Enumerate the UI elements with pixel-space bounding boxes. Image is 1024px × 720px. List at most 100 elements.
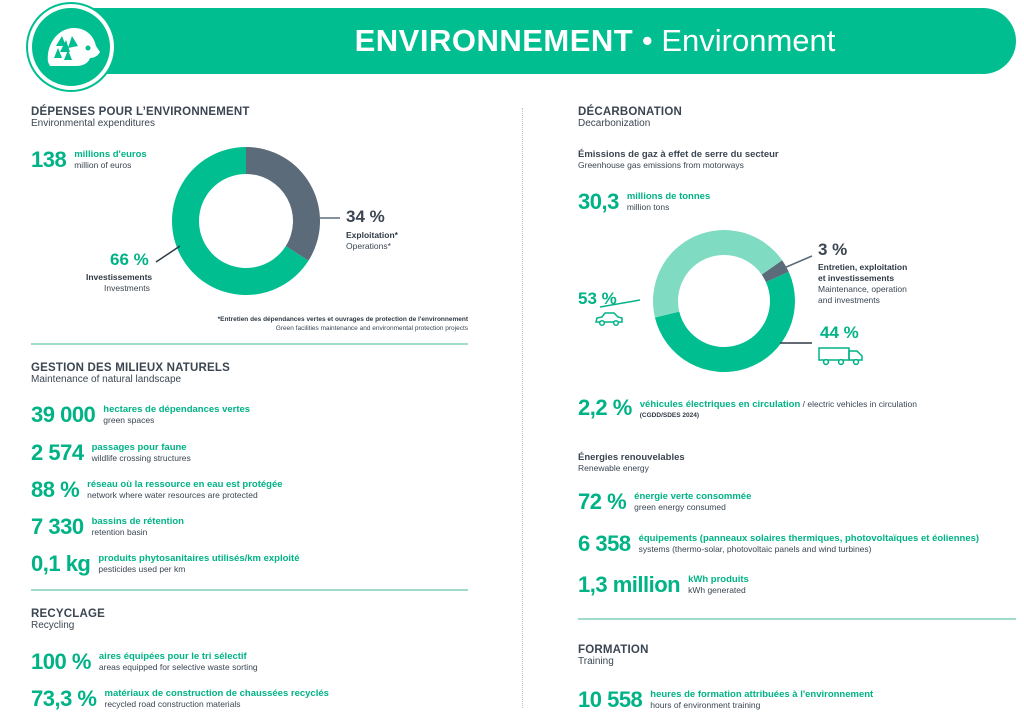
renew-fr: équipements (panneaux solaires thermique… [638,533,980,544]
recycling-subtitle: Recycling [31,620,75,631]
ev-stat: 2,2 % véhicules électriques en circulati… [578,396,917,421]
ghg-value: 30,3 [578,189,619,214]
natural-title: GESTION DES MILIEUX NATURELS [31,362,230,374]
recycling-en: areas equipped for selective waste sorti… [98,662,258,672]
ops-label-fr: Exploitation* [346,230,398,240]
natural-subtitle: Maintenance of natural landscape [31,374,182,385]
maint-fr2: et investissements [818,273,895,283]
column-divider [522,108,523,708]
expenditures-total-en: million of euros [74,160,132,170]
note-en: Green facilities maintenance and environ… [275,325,468,332]
maint-leader [783,255,813,269]
recycling-fr: matériaux de construction de chaussées r… [104,688,329,699]
ghg-title: Émissions de gaz à effet de serre du sec… [578,149,779,160]
training-fr: heures de formation attribuées à l'envir… [650,689,874,700]
expenditures-subtitle: Environmental expenditures [31,118,155,129]
recycling-item: 73,3 % matériaux de construction de chaus… [31,687,329,711]
inv-label-en: Investments [104,283,150,293]
note-fr: *Entretien des dépendances vertes et ouv… [217,316,468,323]
recycling-item: 100 % aires équipées pour le tri sélectif… [31,650,258,674]
renew-fr: kWh produits [688,574,749,585]
recycling-fr: aires équipées pour le tri sélectif [98,651,247,662]
natural-fr: produits phytosanitaires utilisés/km exp… [98,553,300,564]
renew-en: systems (thermo-solar, photovoltaic pane… [638,544,872,554]
header-banner: ENVIRONNEMENT • Environment [60,8,1016,74]
car-pct: 53 % [578,289,617,308]
natural-item: 2 574 passages pour faune wildlife crossin… [31,441,191,465]
natural-value: 88 % [31,477,80,502]
hedgehog-icon [47,28,100,66]
donut2-slice-truck [653,230,783,318]
training-stat: 10 558 heures de formation attribuées à … [578,688,873,712]
donut1-slice-operations [246,147,320,261]
ghg-fr: millions de tonnes [626,191,711,202]
expenditures-header: DÉPENSES POUR L’ENVIRONNEMENT Environmen… [31,106,250,129]
donut2-slice-maintenance [761,260,789,283]
page-title: ENVIRONNEMENT • Environment [250,22,940,60]
renew-value: 72 % [578,489,627,514]
natural-value: 39 000 [31,402,96,427]
ops-pct: 34 % [346,207,385,226]
natural-value: 0,1 kg [31,551,91,576]
natural-item: 88 % réseau où la ressource en eau est pr… [31,478,283,502]
renew-en: kWh generated [688,585,746,595]
maint-fr1: Entretien, exploitation [818,262,908,272]
renew-en: green energy consumed [634,502,726,512]
maint-en2: and investments [818,295,880,305]
renew-title: Énergies renouvelables [578,452,685,463]
training-en: hours of environment training [650,700,761,710]
renew-fr: énergie verte consommée [634,491,752,502]
natural-fr: passages pour faune [91,442,187,453]
ghg-header: Émissions de gaz à effet de serre du sec… [578,149,779,170]
decarbonation-title: DÉCARBONATION [578,106,682,118]
natural-item: 7 330 bassins de rétention retention basin [31,515,184,539]
natural-fr: réseau où la ressource en eau est protég… [87,479,283,490]
recycling-header: RECYCLAGE Recycling [31,608,105,631]
maint-label: Entretien, exploitation et investissemen… [818,262,907,306]
ev-fr: véhicules électriques en circulation [639,399,801,410]
rule-natural [31,589,468,591]
ghg-subtitle: Greenhouse gas emissions from motorways [578,160,744,170]
expenditures-total: 138 millions d'euros million of euros [31,148,147,172]
car-leader [599,299,641,308]
training-header: FORMATION Training [578,644,649,667]
expenditures-total-fr: millions d'euros [74,149,147,160]
recycling-value: 100 % [31,649,91,674]
title-fr: ENVIRONNEMENT [354,23,634,58]
recycling-en: recycled road construction materials [104,699,241,709]
natural-item: 0,1 kg produits phytosanitaires utilisés/… [31,552,300,576]
natural-header: GESTION DES MILIEUX NATURELS Maintenance… [31,362,230,385]
ghg-en: million tons [626,202,670,212]
decarbonation-subtitle: Decarbonization [578,118,651,129]
inv-label-fr: Investissements [86,272,153,282]
renew-item: 1,3 million kWh produits kWh generated [578,573,749,597]
truck-pct: 44 % [820,323,859,342]
donut2-slice-car [654,271,796,373]
renew-subtitle: Renewable energy [578,463,649,473]
inv-label: Investissements Investments [86,272,152,294]
natural-en: pesticides used per km [98,564,186,574]
natural-value: 2 574 [31,440,84,465]
training-value: 10 558 [578,687,643,712]
maint-en1: Maintenance, operation [818,284,907,294]
rule-expenditures [31,343,468,345]
ev-en: electric vehicles in circulation [807,399,917,409]
ev-value: 2,2 % [578,395,632,420]
ghg-total: 30,3 millions de tonnes million tons [578,190,710,214]
title-en: Environment [661,23,836,58]
ops-label-en: Operations* [346,241,391,251]
natural-fr: bassins de rétention [91,516,184,527]
renew-value: 6 358 [578,531,631,556]
inv-leader [155,245,181,263]
truck-icon [818,347,863,366]
natural-fr: hectares de dépendances vertes [103,404,251,415]
logo [28,4,114,90]
donut1-slice-investments [171,147,309,296]
training-title: FORMATION [578,644,649,656]
training-subtitle: Training [578,656,614,667]
decarbonation-header: DÉCARBONATION Decarbonization [578,106,682,129]
expenditures-title: DÉPENSES POUR L’ENVIRONNEMENT [31,106,250,118]
ops-label: Exploitation* Operations* [346,230,398,252]
natural-en: retention basin [91,527,148,537]
natural-en: green spaces [103,415,155,425]
